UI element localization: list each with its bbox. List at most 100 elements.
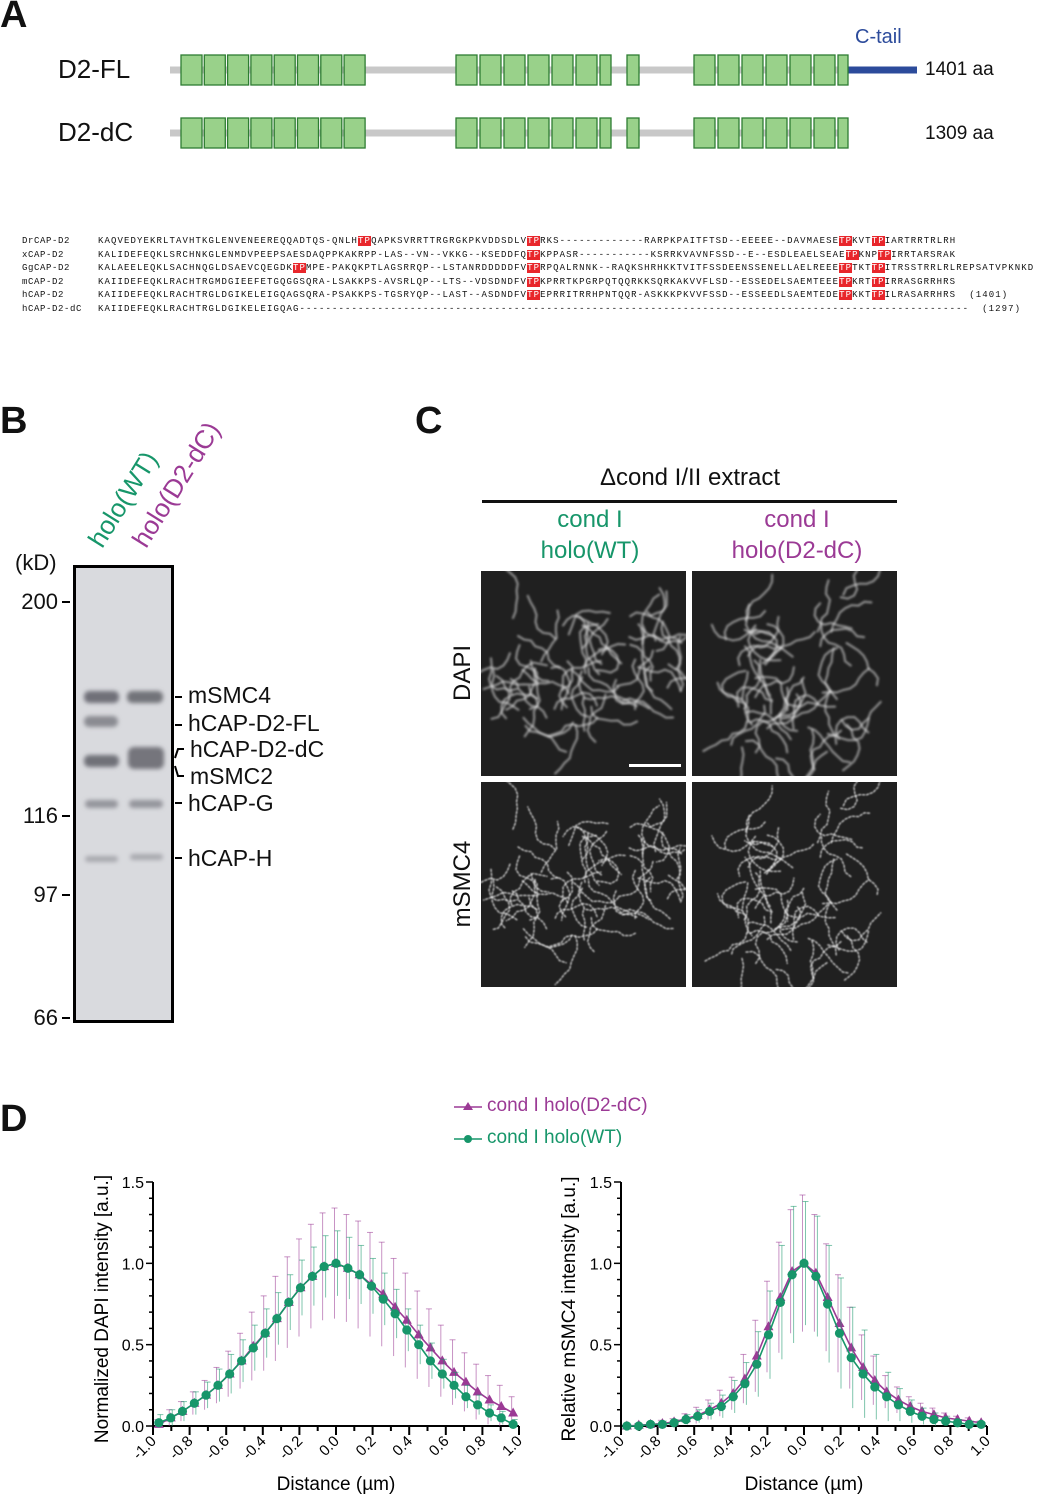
chromatin-fibre xyxy=(588,829,609,876)
heat-repeat xyxy=(343,54,366,86)
y-tick-label: 0.5 xyxy=(122,1338,144,1355)
y-axis-label: Normalized DAPI intensity [a.u.] xyxy=(92,1175,113,1443)
tp-motif-highlight: TP xyxy=(878,249,892,260)
chromatin-fibre xyxy=(783,908,836,919)
heat-repeat xyxy=(575,117,598,149)
chromatin-fibre xyxy=(524,897,539,949)
heat-repeat xyxy=(343,117,366,149)
chromatin-fibre xyxy=(629,590,668,618)
chromatin-fibre xyxy=(820,834,852,878)
chromatin-fibre xyxy=(553,691,599,710)
chromatin-fibre xyxy=(581,624,623,665)
sequence-segment: RKS-------------RARPKPAITFTSD--EEEEE--DA… xyxy=(540,236,840,246)
sequence: KAQVEDYEKRLTAVHTKGLENVENEEREQQADTQS-QNLH… xyxy=(98,235,956,248)
chromatin-fibre xyxy=(587,667,631,703)
data-point xyxy=(437,1355,448,1365)
row-label-msmc4: mSMC4 xyxy=(449,840,476,928)
data-point xyxy=(401,1314,412,1324)
heat-repeat xyxy=(789,117,812,149)
data-point xyxy=(484,1408,495,1418)
heat-repeat xyxy=(180,54,203,86)
x-tick-label: -1.0 xyxy=(130,1433,160,1463)
row-label-dapi: DAPI xyxy=(449,645,476,702)
circle-marker-icon xyxy=(464,1135,472,1143)
chromatin-fibre xyxy=(612,890,650,921)
x-tick-label: 1.0 xyxy=(499,1433,526,1460)
sequence-segment: KALAEELEQKLSACHNQGLDSAEVCQEGDK xyxy=(98,263,294,274)
chromatin xyxy=(481,782,686,986)
tp-motif-highlight: TP xyxy=(527,236,541,246)
data-point xyxy=(834,1328,845,1338)
heat-repeat xyxy=(203,54,226,86)
heat-repeat xyxy=(226,117,250,149)
heat-repeat xyxy=(250,117,273,149)
chromatin-fibre xyxy=(821,667,871,694)
gel-image xyxy=(62,565,184,1023)
data-point xyxy=(166,1413,176,1423)
chromatin-fibre xyxy=(554,723,579,775)
chromatin-fibre xyxy=(547,928,599,948)
data-point xyxy=(461,1392,471,1402)
x-axis-label: Distance (µm) xyxy=(745,1474,864,1495)
tp-motif-highlight: TP xyxy=(527,249,541,260)
data-point xyxy=(472,1386,483,1396)
chromatin-fibre xyxy=(744,856,771,908)
chromatin-fibre xyxy=(775,968,794,987)
data-point xyxy=(331,1258,341,1268)
tp-motif-highlight: TP xyxy=(871,290,885,301)
length-dc: 1309 aa xyxy=(925,123,994,144)
column-label-wt-1: cond I xyxy=(557,506,623,533)
ctail-label: C-tail xyxy=(855,26,902,48)
tp-motif-highlight: TP xyxy=(845,249,859,260)
chromatin-fibre xyxy=(827,928,870,952)
chromatin-fibre xyxy=(816,790,831,844)
series-line xyxy=(626,1262,982,1427)
heat-repeat xyxy=(813,54,836,86)
chromatin-fibre xyxy=(759,870,773,926)
sequence-segment: KAQVEDYEKRLTAVHTKGLENVENEEREQQADTQS-QNLH xyxy=(98,236,359,246)
heat-repeat xyxy=(551,117,574,149)
sequence-segment: EPRRITRRHPNTQQR-ASKKKPKVVFSSD--ESSEEDLSA… xyxy=(540,290,840,301)
y-tick-label: 1.5 xyxy=(590,1175,612,1192)
chromatin-fibre xyxy=(775,889,807,930)
chromatin-fibre xyxy=(807,937,851,974)
protein-label-dc: D2-dC xyxy=(58,117,134,147)
column-label-dc-2: holo(D2-dC) xyxy=(731,537,863,564)
micrograph-dapi-dc xyxy=(692,571,897,776)
tp-motif-highlight: TP xyxy=(839,263,853,274)
chromatin-fibre xyxy=(817,858,838,904)
data-point xyxy=(177,1406,188,1416)
chromatin-fibre xyxy=(754,666,795,699)
sequence-segment: RPQALRNNK--RAQKSHRHKKTVITFSSDEENSSENELLA… xyxy=(540,263,840,274)
band-label-msmc2: mSMC2 xyxy=(190,763,274,789)
heat-repeat xyxy=(717,117,740,149)
chromatin-fibre xyxy=(842,782,881,807)
x-tick-label: -0.8 xyxy=(634,1433,664,1463)
chromatin-fibre xyxy=(628,845,682,855)
chromatin-fibre xyxy=(839,571,859,600)
x-tick-label: -0.8 xyxy=(166,1433,196,1463)
series-wt xyxy=(622,1201,986,1431)
sequence-end-number: (1401) xyxy=(956,290,1009,301)
data-point xyxy=(952,1418,963,1428)
chromatin-fibre xyxy=(766,631,816,661)
heat-repeat xyxy=(837,54,849,86)
chromatin-fibre xyxy=(628,634,683,644)
species-name: hCAP-D2-dC xyxy=(22,304,83,314)
chromatin-fibre xyxy=(505,667,537,711)
data-point xyxy=(295,1283,306,1293)
sequence-segment: IARTRRTRLRH xyxy=(884,236,957,246)
chromatin-fibre xyxy=(723,610,767,641)
chromatin-fibre xyxy=(615,649,654,687)
y-tick-label: 1.5 xyxy=(122,1175,144,1192)
chromatin-fibre xyxy=(764,834,785,877)
chromatin-fibre xyxy=(667,874,686,890)
chromatin-fibre xyxy=(737,855,782,877)
chromatin-fibre xyxy=(806,962,828,987)
panel-letter-b: B xyxy=(0,400,28,442)
data-point xyxy=(917,1411,927,1421)
chromatin-fibre xyxy=(652,798,666,853)
column-label-wt-2: holo(WT) xyxy=(540,537,640,564)
marker-200: 200 xyxy=(21,589,58,614)
